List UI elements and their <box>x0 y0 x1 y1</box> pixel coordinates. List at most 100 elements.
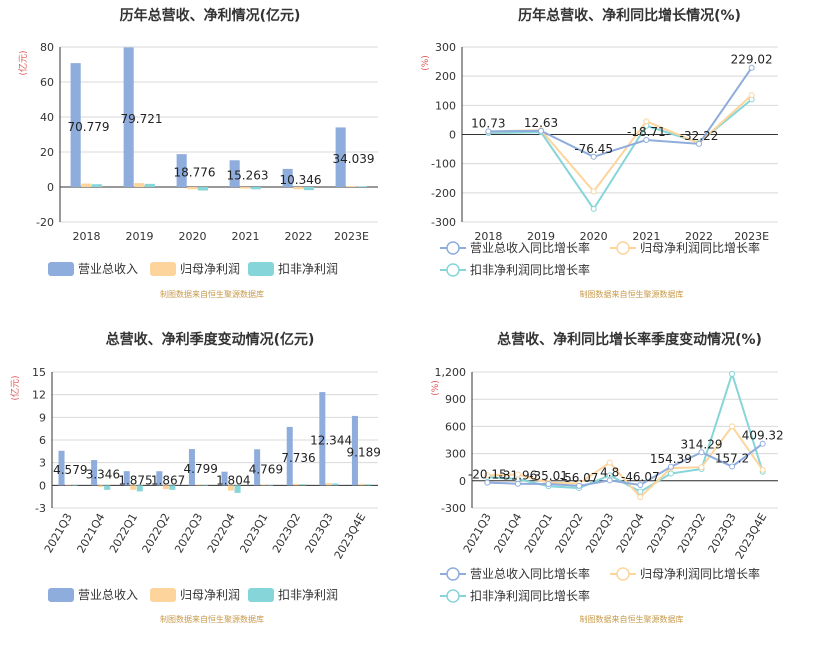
bar-deducted <box>201 484 208 486</box>
bar-profit <box>162 485 169 490</box>
chart-title: 历年总营收、净利情况(亿元) <box>120 7 301 24</box>
data-label: 15.263 <box>227 169 269 183</box>
legend-swatch-marker <box>446 589 460 603</box>
y-tick-label: 6 <box>39 434 46 447</box>
point-deducted <box>667 470 674 477</box>
line-revenue <box>487 442 764 487</box>
y-tick-label: 60 <box>40 76 54 89</box>
y-tick-label: 3 <box>39 457 46 470</box>
bar-deducted <box>299 484 306 486</box>
legend-label: 扣非净利润 <box>278 588 338 602</box>
x-tick-label: 2023Q1 <box>237 511 270 555</box>
y-tick-label: -20 <box>36 216 54 229</box>
point-revenue <box>748 64 755 71</box>
bar-profit <box>97 485 104 487</box>
x-tick-label: 2023E <box>734 230 769 243</box>
x-tick-label: 2023Q4E <box>332 511 369 561</box>
bar-revenue <box>123 471 130 486</box>
y-tick-label: 0 <box>459 475 466 488</box>
x-tick-label: 2022Q2 <box>553 511 586 555</box>
point-profit <box>643 118 650 125</box>
x-tick-label: 2022Q1 <box>107 511 140 555</box>
x-tick-label: 2022Q4 <box>205 511 238 555</box>
bar-profit <box>65 484 72 486</box>
bar-revenue <box>286 426 293 486</box>
x-tick-label: 2022Q2 <box>140 511 173 555</box>
point-profit <box>484 472 491 479</box>
legend-swatch-marker <box>616 567 630 581</box>
x-tick-label: 2021Q3 <box>42 511 75 555</box>
x-tick-label: 2023Q3 <box>706 511 739 555</box>
y-tick-label: 0 <box>47 181 54 194</box>
bar-profit <box>260 484 267 486</box>
y-tick-label: 600 <box>445 420 466 433</box>
point-profit <box>606 459 613 466</box>
bar-profit <box>240 187 251 189</box>
chart-panel-2: 历年总营收、净利同比增长情况(%) (%) -300 -200 -100 0 100 200 3… <box>421 7 778 299</box>
legend-label: 扣非净利润同比增长率 <box>470 588 590 603</box>
y-tick-label: 20 <box>40 146 54 159</box>
point-revenue <box>590 153 597 160</box>
data-label: 4.8 <box>600 465 619 479</box>
data-label: 3.346 <box>86 468 120 482</box>
point-revenue <box>606 477 613 484</box>
y-tick-label: 900 <box>445 393 466 406</box>
x-tick-label: 2023Q2 <box>675 511 708 555</box>
y-tick-label: -300 <box>431 216 456 229</box>
bar-deducted <box>104 485 111 490</box>
chart-title: 总营收、净利季度变动情况(亿元) <box>106 331 315 348</box>
bar-revenue <box>123 47 134 187</box>
line-revenue <box>488 67 753 158</box>
chart-panel-1: 历年总营收、净利情况(亿元) (亿元) -20 0 20 40 60 80 2018 2019 20… <box>17 7 378 299</box>
line-profit <box>488 94 753 193</box>
y-tick-label: 40 <box>40 111 54 124</box>
point-revenue <box>759 440 766 447</box>
x-tick-label: 2020 <box>580 230 608 243</box>
bar-profit <box>228 485 235 491</box>
bar-revenue <box>188 449 195 486</box>
y-axis-unit: (亿元) <box>9 375 21 400</box>
legend-swatch <box>48 262 74 276</box>
source-note: 制图数据来自恒生聚源数据库 <box>580 614 684 624</box>
source-note: 制图数据来自恒生聚源数据库 <box>580 289 684 299</box>
x-tick-label: 2021Q4 <box>74 511 107 555</box>
bar-deducted <box>364 484 371 486</box>
legend-label: 扣非净利润 <box>278 262 338 276</box>
bar-deducted <box>91 184 102 187</box>
bar-revenue <box>156 471 163 486</box>
bar-deducted <box>332 483 339 486</box>
x-tick-label: 2021Q3 <box>461 511 494 555</box>
data-label: 10.73 <box>471 116 505 130</box>
data-label: 409.32 <box>742 429 784 443</box>
y-axis-unit: (亿元) <box>17 50 29 75</box>
source-note: 制图数据来自恒生聚源数据库 <box>160 289 264 299</box>
bar-profit <box>358 483 365 486</box>
bar-revenue <box>221 471 228 486</box>
point-profit <box>590 188 597 195</box>
bar-deducted <box>71 484 78 486</box>
x-tick-label: 2022Q3 <box>583 511 616 555</box>
data-label: 9.189 <box>347 446 381 460</box>
bar-deducted <box>234 485 241 493</box>
data-label: 7.736 <box>281 451 315 465</box>
bar-revenue <box>282 168 293 187</box>
bar-revenue <box>351 415 358 486</box>
y-tick-label: 1,200 <box>435 366 467 379</box>
bar-deducted <box>169 485 176 490</box>
bar-revenue <box>176 154 187 187</box>
y-axis-unit: (%) <box>431 380 441 396</box>
bar-deducted <box>197 187 208 191</box>
legend-swatch-marker <box>446 241 460 255</box>
data-label: 79.721 <box>121 112 163 126</box>
legend-label: 归母净利润同比增长率 <box>640 240 760 255</box>
bar-deducted <box>250 187 261 190</box>
bar-revenue <box>58 450 65 486</box>
data-label: 4.769 <box>249 462 283 476</box>
data-label: 229.02 <box>731 53 773 67</box>
x-tick-label: 2022Q4 <box>614 511 647 555</box>
point-profit <box>748 92 755 99</box>
x-tick-label: 2018 <box>73 230 101 243</box>
x-tick-label: 2022Q1 <box>522 511 555 555</box>
data-label: 18.776 <box>174 166 216 180</box>
